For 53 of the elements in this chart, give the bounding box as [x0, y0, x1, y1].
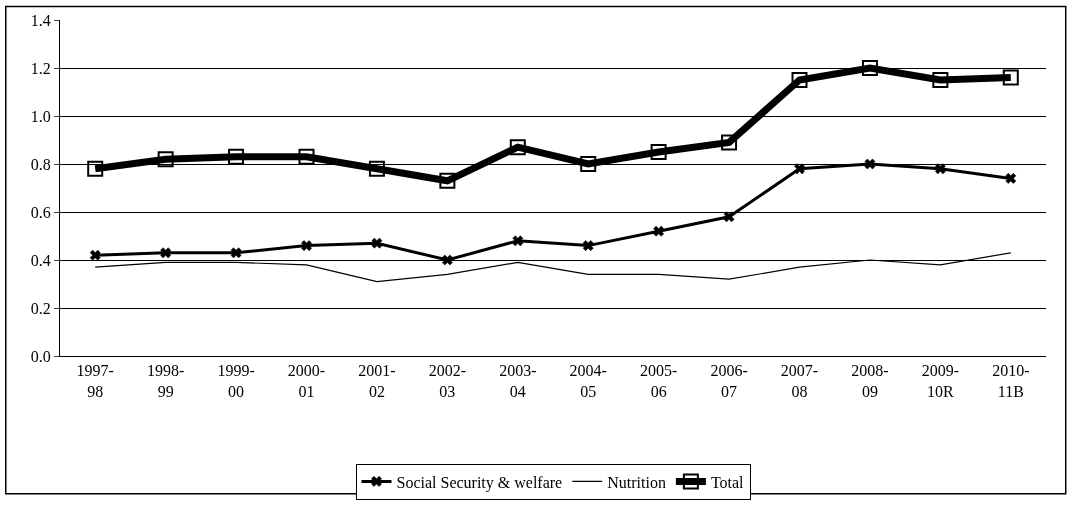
- point: [861, 60, 878, 76]
- x-tick-label: 1998- 99: [146, 362, 185, 400]
- y-tick-label: 1.2: [30, 59, 51, 77]
- point: [442, 254, 453, 266]
- point: [301, 240, 312, 251]
- point: [1002, 69, 1019, 86]
- y-tick-label: 0.8: [30, 155, 51, 173]
- point: [298, 148, 315, 165]
- point: [864, 158, 876, 170]
- x-tick-label: 2000- 01: [287, 362, 326, 400]
- legend-label: Nutrition: [607, 473, 666, 491]
- point: [371, 237, 383, 249]
- y-tick-label: 1.4: [30, 11, 51, 29]
- x-tick-label: 2001- 02: [358, 362, 396, 400]
- point: [368, 160, 385, 177]
- x-tick-label: 2003- 04: [499, 362, 537, 400]
- legend-label: Social Security & welfare: [396, 473, 563, 492]
- y-tick-label: 0.6: [30, 203, 51, 221]
- y-tick-label: 0.2: [30, 299, 51, 317]
- point: [1005, 173, 1017, 184]
- point: [439, 172, 456, 189]
- point: [932, 72, 949, 88]
- point: [580, 156, 597, 172]
- point: [650, 144, 667, 160]
- point: [509, 139, 526, 156]
- y-tick-label: 0.4: [30, 251, 51, 269]
- point: [794, 163, 805, 175]
- x-tick-label: 2010- 11B: [992, 362, 1030, 400]
- point: [935, 163, 946, 175]
- point: [512, 235, 524, 247]
- x-tick-label: 1997- 98: [76, 362, 114, 400]
- point: [582, 240, 594, 251]
- x-tick-label: 2008- 09: [851, 362, 889, 400]
- x-tick-label: 2006- 07: [710, 362, 748, 400]
- point: [791, 72, 808, 88]
- y-tick-label: 0.0: [30, 347, 51, 365]
- point: [160, 247, 171, 259]
- x-tick-label: 1999- 00: [217, 362, 255, 400]
- point: [721, 134, 738, 151]
- x-tick-label: 2004- 05: [569, 362, 607, 400]
- x-tick-label: 2002- 03: [428, 362, 467, 400]
- x-tick-label: 2009- 10R: [921, 362, 960, 400]
- point: [89, 249, 101, 261]
- y-tick-label: 1.0: [30, 107, 51, 125]
- point: [230, 247, 242, 259]
- point: [228, 148, 245, 165]
- point: [157, 151, 174, 168]
- point: [87, 160, 104, 177]
- legend-label: Total: [710, 473, 745, 491]
- x-tick-label: 2005- 06: [639, 362, 678, 400]
- x-tick-label: 2007- 08: [780, 362, 819, 400]
- point: [653, 225, 664, 237]
- point: [723, 211, 735, 223]
